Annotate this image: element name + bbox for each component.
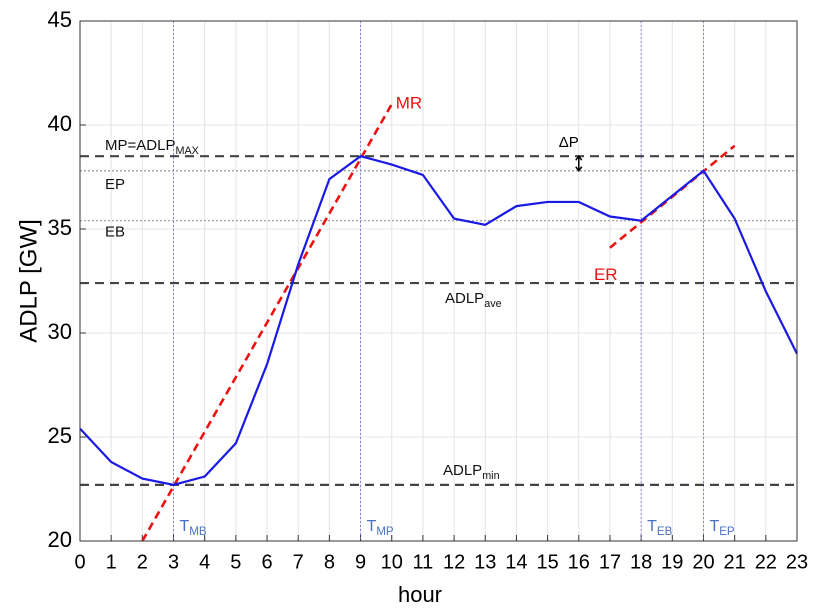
y-tick-label: 20 xyxy=(48,527,72,552)
label-text: T xyxy=(367,518,377,535)
data-line xyxy=(79,155,798,486)
delta-arrow xyxy=(575,154,583,173)
label-text: T xyxy=(709,518,719,535)
label-text: ADLP xyxy=(443,462,482,479)
x-tick-label: 12 xyxy=(443,551,465,573)
x-tick-label: 5 xyxy=(230,551,241,573)
trend-line xyxy=(141,103,393,542)
x-tick-label: 0 xyxy=(74,551,85,573)
y-tick-label: 30 xyxy=(48,319,72,344)
label-subscript: EB xyxy=(657,526,673,538)
y-tick-label: 35 xyxy=(48,215,72,240)
label-text: EB xyxy=(105,224,125,241)
y-axis-label: ADLP [GW] xyxy=(15,219,42,343)
x-tick-label: 7 xyxy=(293,551,304,573)
y-tick-label: 45 xyxy=(48,7,72,32)
annotation-label: MP=ADLPMAX xyxy=(105,137,199,157)
label-subscript: EP xyxy=(719,526,735,538)
label-subscript: MAX xyxy=(175,145,198,157)
annotation-label: TMP xyxy=(367,518,394,538)
x-tick-label: 2 xyxy=(137,551,148,573)
label-subscript: MB xyxy=(189,526,207,538)
x-tick-label: 3 xyxy=(168,551,179,573)
x-tick-label: 20 xyxy=(692,551,714,573)
label-subscript: min xyxy=(482,470,499,482)
trend-label: MR xyxy=(396,94,422,113)
annotation-label: TEP xyxy=(709,518,734,538)
y-tick-label: 25 xyxy=(48,423,72,448)
annotation-label: TMB xyxy=(180,518,207,538)
annotation-label: EP xyxy=(105,176,125,193)
x-tick-label: 15 xyxy=(536,551,558,573)
x-tick-label: 11 xyxy=(413,551,434,573)
x-tick-label: 13 xyxy=(474,551,496,573)
label-text: MP=ADLP xyxy=(105,137,175,154)
y-tick-label: 40 xyxy=(48,111,72,136)
x-tick-label: 9 xyxy=(355,551,366,573)
delta-label: ΔP xyxy=(559,134,579,151)
x-tick-label: 4 xyxy=(199,551,210,573)
x-tick-label: 16 xyxy=(568,551,590,573)
label-text: EP xyxy=(105,176,125,193)
x-tick-label: 14 xyxy=(505,551,527,573)
trend-label: ER xyxy=(594,265,618,284)
annotation-label: ADLPave xyxy=(445,290,502,310)
plot-frame xyxy=(79,20,798,542)
x-tick-label: 17 xyxy=(599,551,621,573)
x-tick-label: 10 xyxy=(381,551,403,573)
x-tick-label: 21 xyxy=(724,551,746,573)
label-text: T xyxy=(647,518,657,535)
x-tick-label: 18 xyxy=(630,551,652,573)
label-text: ADLP xyxy=(445,290,484,307)
x-tick-label: 23 xyxy=(786,551,808,573)
label-subscript: MP xyxy=(376,526,394,538)
label-text: T xyxy=(180,518,190,535)
x-tick-label: 1 xyxy=(106,551,117,573)
x-tick-label: 19 xyxy=(661,551,683,573)
annotation-label: EB xyxy=(105,224,125,241)
x-tick-label: 22 xyxy=(755,551,777,573)
x-tick-label: 8 xyxy=(324,551,335,573)
x-tick-label: 6 xyxy=(261,551,272,573)
annotation-label: TEB xyxy=(647,518,672,538)
label-subscript: ave xyxy=(484,298,501,310)
annotation-label: ADLPmin xyxy=(443,462,500,482)
x-axis-label: hour xyxy=(398,582,442,607)
